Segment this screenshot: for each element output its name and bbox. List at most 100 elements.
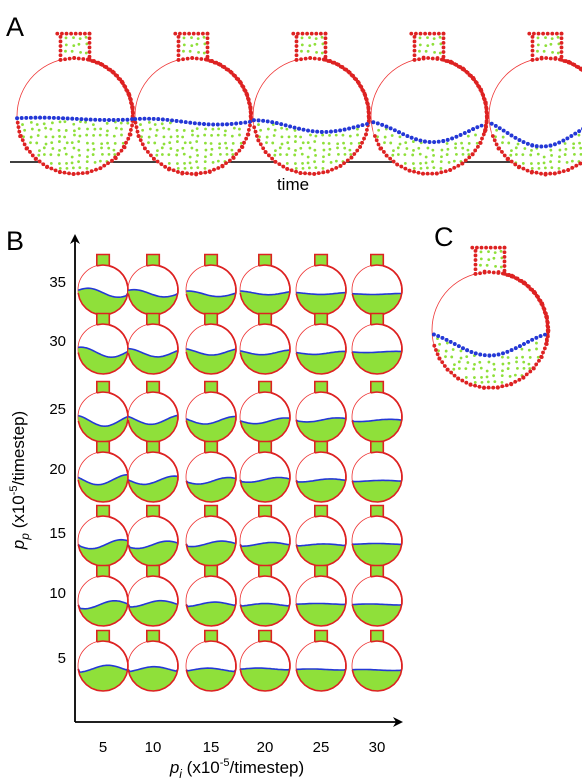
cell xyxy=(315,135,318,138)
cell xyxy=(569,134,573,138)
cell xyxy=(15,116,19,120)
cell xyxy=(405,147,408,150)
cell xyxy=(505,350,509,354)
cell xyxy=(346,159,350,163)
tissue xyxy=(128,255,178,316)
cell xyxy=(419,139,423,143)
cell xyxy=(180,172,184,176)
cell xyxy=(441,149,444,152)
cell xyxy=(197,51,200,54)
cell xyxy=(560,58,564,62)
cell xyxy=(564,142,567,145)
cell xyxy=(238,128,241,131)
cell xyxy=(81,57,85,61)
edge-red xyxy=(217,517,236,544)
cell xyxy=(464,158,468,162)
cell xyxy=(189,50,192,53)
cell xyxy=(401,132,405,136)
cell xyxy=(510,134,514,138)
cell xyxy=(475,246,479,250)
cell xyxy=(462,68,466,72)
cell xyxy=(411,154,414,157)
cell xyxy=(72,172,76,176)
text: /timestep) xyxy=(230,758,305,777)
cell xyxy=(88,41,92,45)
y-tick-label: 10 xyxy=(49,585,66,602)
cell xyxy=(382,150,386,154)
cell xyxy=(303,171,307,175)
cell xyxy=(545,339,549,343)
cell xyxy=(546,321,550,325)
cell xyxy=(68,57,72,61)
cell xyxy=(375,138,379,142)
cell xyxy=(446,342,449,345)
cell xyxy=(515,153,518,156)
cell xyxy=(537,36,540,39)
cell xyxy=(473,384,477,388)
cell xyxy=(315,37,318,40)
cell xyxy=(314,32,318,36)
cell xyxy=(510,160,514,164)
cell xyxy=(59,121,62,124)
cell xyxy=(432,344,436,348)
cell xyxy=(453,363,456,366)
cell xyxy=(543,333,547,337)
cell xyxy=(65,153,68,156)
cell xyxy=(426,36,429,39)
text: (x10 xyxy=(9,495,28,533)
cell xyxy=(313,140,316,143)
y-tick-label: 20 xyxy=(49,461,66,478)
cell xyxy=(175,154,178,157)
cell xyxy=(242,141,246,145)
cell xyxy=(281,143,284,146)
cell xyxy=(58,162,61,165)
cell xyxy=(526,169,530,173)
flask xyxy=(489,32,582,177)
cell xyxy=(70,117,74,121)
y-tick-label: 15 xyxy=(49,525,66,542)
flask xyxy=(352,442,402,503)
cell xyxy=(481,381,484,384)
cell xyxy=(438,343,441,346)
cell xyxy=(204,167,207,170)
cell xyxy=(495,143,499,147)
cell xyxy=(509,382,513,386)
cell xyxy=(461,346,465,350)
cell xyxy=(343,147,346,150)
cell xyxy=(561,139,565,143)
cell xyxy=(527,32,531,36)
cell xyxy=(549,57,553,61)
cell xyxy=(92,59,96,63)
cell xyxy=(136,130,140,134)
cell xyxy=(104,65,108,69)
cell xyxy=(216,123,220,127)
cell xyxy=(308,44,311,47)
cell xyxy=(181,57,185,61)
cell xyxy=(86,128,89,131)
cell xyxy=(446,153,449,156)
edge-red xyxy=(217,325,236,352)
x-axis-label: pi (x10-5/timestep) xyxy=(169,757,304,781)
cell xyxy=(458,65,462,69)
cell xyxy=(521,356,524,359)
cell xyxy=(534,363,538,367)
cell xyxy=(344,68,348,72)
edge-red xyxy=(217,453,236,481)
cell xyxy=(233,127,236,130)
cell xyxy=(543,50,546,53)
cell xyxy=(426,44,429,47)
cell xyxy=(239,121,243,125)
cell xyxy=(226,68,230,72)
cell xyxy=(147,117,151,121)
flask xyxy=(432,246,550,390)
cell xyxy=(279,146,282,149)
cell xyxy=(412,162,415,165)
cell xyxy=(445,350,448,353)
cell xyxy=(349,149,352,152)
cell xyxy=(466,361,469,364)
cell xyxy=(501,141,504,144)
cell xyxy=(280,127,283,130)
cell xyxy=(96,61,100,65)
cell xyxy=(154,123,157,126)
flask xyxy=(128,631,178,692)
